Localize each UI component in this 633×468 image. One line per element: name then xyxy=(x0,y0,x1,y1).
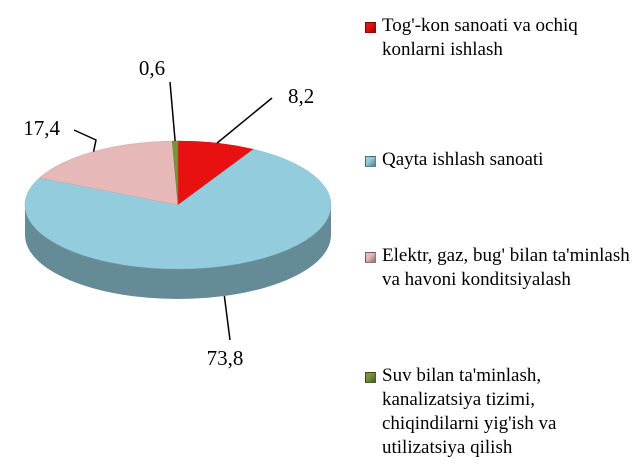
slice-side xyxy=(25,205,331,299)
leader-line xyxy=(223,295,231,341)
slice xyxy=(24,149,332,270)
legend-label: Tog'-kon sanoati va ochiq konlarni ishla… xyxy=(382,15,578,60)
legend-marker xyxy=(365,252,376,263)
legend-label: Qayta ishlash sanoati xyxy=(382,149,544,170)
legend-marker xyxy=(365,372,376,383)
leader-line xyxy=(73,129,97,152)
data-label: 0,6 xyxy=(139,56,165,80)
leader-line xyxy=(169,81,176,142)
leader-line xyxy=(216,97,273,144)
legend-label: Suv bilan ta'minlash, kanalizatsiya tizi… xyxy=(382,365,557,458)
legend-marker xyxy=(365,156,376,167)
data-label: 8,2 xyxy=(288,84,314,108)
legend-label: Elektr, gaz, bug' bilan ta'minlash va ha… xyxy=(382,245,630,290)
legend-marker xyxy=(365,22,376,33)
data-label: 73,8 xyxy=(207,346,244,370)
data-label: 17,4 xyxy=(23,116,60,140)
slice xyxy=(39,140,179,206)
